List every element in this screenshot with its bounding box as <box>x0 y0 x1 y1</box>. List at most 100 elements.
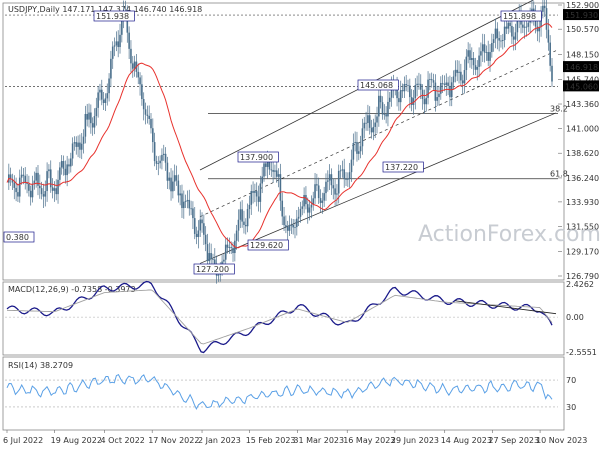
candle-body <box>290 224 293 226</box>
candle-body <box>301 206 304 209</box>
candle-body <box>542 5 544 12</box>
candle-body <box>40 188 43 195</box>
candle-body <box>91 123 94 128</box>
candle-body <box>383 114 386 116</box>
candle-body <box>166 162 169 181</box>
time-tick-label: 2 Jan 2023 <box>198 436 241 445</box>
candle-body <box>370 127 373 133</box>
candle-body <box>18 177 21 197</box>
candle-body <box>77 142 79 147</box>
candle-body <box>172 181 174 192</box>
time-tick-label: 16 May 2023 <box>343 436 395 445</box>
price-badge-label: 151.930 <box>565 11 598 20</box>
candle-body <box>538 26 541 32</box>
price-badge-label: 145.060 <box>565 82 598 91</box>
price-candles <box>8 0 553 284</box>
price-annotation-label: 137.220 <box>385 163 418 172</box>
candle-body <box>217 274 220 276</box>
candle-body <box>206 244 209 262</box>
candle-body <box>144 109 147 115</box>
candle-body <box>82 136 85 144</box>
candle-body <box>461 80 464 84</box>
candle-body <box>277 174 280 177</box>
candle-body <box>412 98 415 106</box>
candle-body <box>418 83 420 85</box>
candle-body <box>296 218 298 228</box>
candle-body <box>266 162 269 167</box>
macd-lines: 2.4262 0.00 -2.5551 <box>5 280 597 357</box>
candle-body <box>170 177 172 192</box>
price-badge <box>563 61 599 73</box>
candle-body <box>279 174 282 201</box>
candle-body <box>305 195 307 205</box>
candle-body <box>224 244 227 260</box>
candle-body <box>13 182 16 188</box>
candle-body <box>190 208 192 210</box>
candle-body <box>547 29 550 43</box>
candle-body <box>268 162 271 170</box>
candle-body <box>100 89 103 100</box>
candle-body <box>527 22 530 27</box>
candle-body <box>161 154 163 161</box>
candle-body <box>306 204 309 213</box>
candle-body <box>184 201 187 203</box>
candle-body <box>204 234 207 245</box>
price-annotations: 151.938 151.898 145.068 137.900 137.220 129.6… <box>3 10 542 275</box>
price-annotation-box <box>3 231 35 243</box>
price-tick-label: 152.900 <box>566 1 599 10</box>
candle-body <box>254 191 256 193</box>
candle-body <box>409 85 411 98</box>
candle-body <box>57 179 59 195</box>
candle-body <box>460 71 462 81</box>
candle-body <box>425 97 428 105</box>
price-tick-label: 143.360 <box>566 100 599 109</box>
candle-body <box>299 208 302 217</box>
candle-body <box>241 209 243 222</box>
macd-tick-label: 0.00 <box>566 313 584 322</box>
macd-tick-label: 2.4262 <box>566 280 594 289</box>
candle-body <box>49 169 52 188</box>
candle-body <box>368 115 371 128</box>
candle-body <box>130 48 132 64</box>
moving-average <box>6 23 553 249</box>
time-tick-label: 14 Aug 2023 <box>441 436 492 445</box>
time-tick-label: 17 Nov 2022 <box>148 436 199 445</box>
candle-body <box>436 97 438 101</box>
candle-body <box>283 216 285 226</box>
candle-body <box>80 143 83 150</box>
rsi-panel-header: RSI(14) 38.2709 <box>8 361 73 370</box>
candle-body <box>244 224 247 227</box>
candle-body <box>192 208 194 219</box>
candle-body <box>467 50 469 57</box>
candle-body <box>26 182 28 184</box>
candle-body <box>55 188 58 195</box>
candle-body <box>17 192 19 197</box>
candle-body <box>516 20 519 33</box>
price-annotation-label: 151.938 <box>96 12 129 21</box>
time-tick-label: 29 Jun 2023 <box>391 436 439 445</box>
candle-body <box>62 161 65 169</box>
candle-body <box>15 187 17 193</box>
candle-body <box>429 79 431 80</box>
candle-body <box>60 161 63 168</box>
candle-body <box>456 69 459 73</box>
candle-body <box>177 180 180 196</box>
candle-body <box>232 247 234 254</box>
candle-body <box>470 58 473 60</box>
candle-body <box>347 178 349 180</box>
candle-body <box>175 175 178 181</box>
candle-body <box>443 83 446 85</box>
channel-upper-line <box>199 0 535 171</box>
candle-body <box>153 142 156 162</box>
candle-body <box>403 84 406 92</box>
candle-body <box>237 219 240 231</box>
candle-body <box>212 259 214 260</box>
candle-body <box>193 218 196 234</box>
candle-body <box>139 77 141 85</box>
candle-body <box>387 101 389 117</box>
candle-body <box>319 198 322 203</box>
candle-body <box>42 194 45 197</box>
price-annotation-box <box>237 151 279 163</box>
candle-body <box>39 185 41 189</box>
